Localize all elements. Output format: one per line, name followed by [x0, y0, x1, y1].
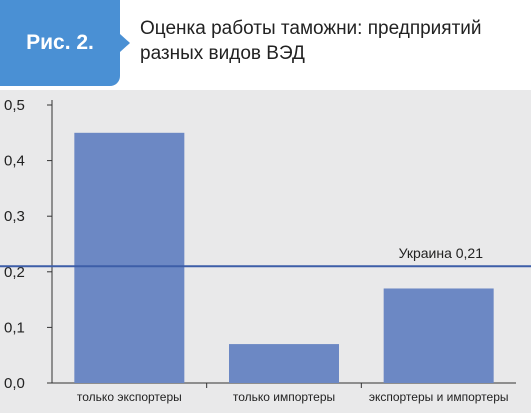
x-tick-label: только импортеры	[233, 390, 335, 404]
y-tick-label: 0,3	[4, 208, 25, 225]
y-tick-label: 0,1	[4, 319, 25, 336]
bar	[74, 132, 185, 383]
figure-label: Рис. 2.	[26, 31, 94, 54]
y-tick-label: 0,0	[4, 375, 25, 392]
chart-title: Оценка работы таможни: предприятий разны…	[140, 18, 482, 64]
bar	[383, 288, 494, 383]
x-tick-label: экспортеры и импортеры	[369, 390, 509, 404]
y-tick-label: 0,5	[4, 97, 25, 114]
x-tick-label: только экспортеры	[77, 390, 182, 404]
bar-chart: 0,0 0,1 0,2 0,3 0,4 0,5 только экспортеры тольк…	[0, 97, 531, 404]
reference-line-label: Украина 0,21	[399, 245, 484, 261]
y-tick-label: 0,4	[4, 153, 25, 170]
figure-header: Рис. 2. Оценка работы таможни: предприят…	[0, 0, 531, 90]
chart-panel: 0,0 0,1 0,2 0,3 0,4 0,5 только экспортеры тольк…	[0, 90, 531, 413]
bar	[229, 344, 339, 383]
y-tick-label: 0,2	[4, 264, 25, 281]
figure-badge: Рис. 2.	[0, 0, 130, 86]
